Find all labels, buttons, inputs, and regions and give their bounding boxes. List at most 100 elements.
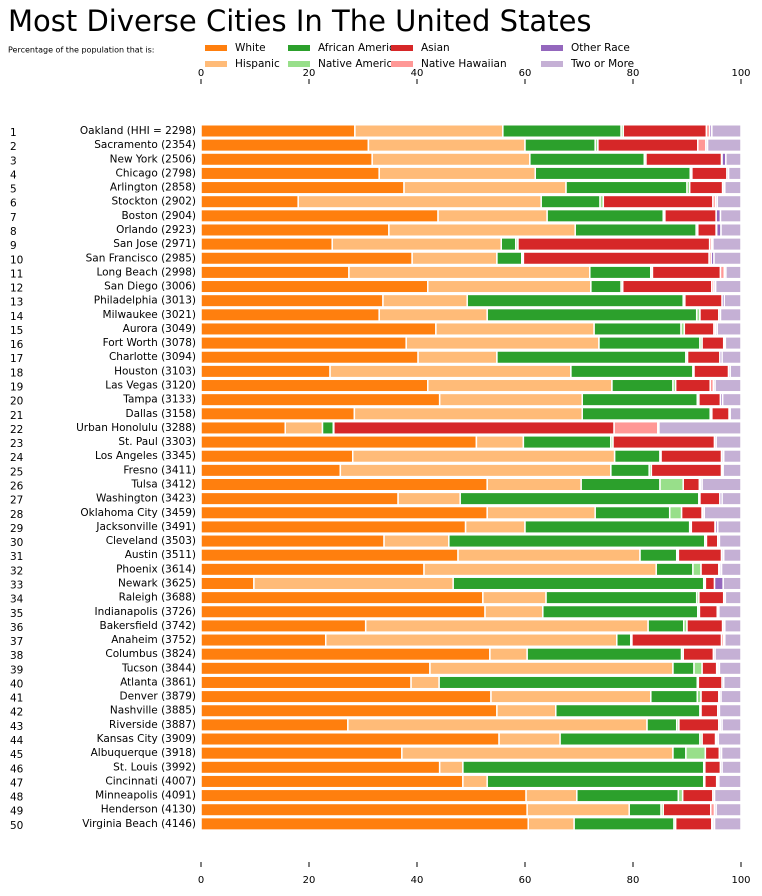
bar-segment	[200, 406, 356, 421]
y-tick-label: Orlando (2923)	[116, 224, 196, 236]
rank-label: 45	[10, 749, 23, 761]
bar-segment	[690, 519, 716, 534]
bar-segment	[496, 350, 687, 365]
bar-segment	[612, 435, 716, 450]
bar-segment	[464, 519, 526, 534]
rank-label: 24	[10, 452, 24, 464]
legend-label: Two or More	[570, 58, 634, 70]
bar-segment	[378, 307, 488, 322]
bar-segment	[647, 618, 685, 633]
rank-label: 9	[10, 240, 17, 252]
bar-segment	[565, 180, 688, 195]
bar-segment	[701, 732, 717, 747]
y-tick-label: Riverside (3887)	[109, 719, 196, 731]
bar-segment	[448, 534, 706, 549]
bar-segment	[686, 618, 724, 633]
bar-segment	[200, 604, 486, 619]
x-tick-label: 40	[411, 875, 424, 886]
bar-segment	[616, 633, 632, 648]
y-tick-label: Long Beach (2998)	[96, 266, 196, 278]
bar-segment	[723, 293, 742, 308]
rank-label: 37	[10, 636, 23, 648]
bar-segment	[437, 208, 548, 223]
bar-segment	[200, 378, 429, 393]
bar-segment	[724, 618, 742, 633]
rank-label: 34	[10, 594, 24, 606]
rank-label: 49	[10, 806, 23, 818]
bar-segment	[713, 816, 742, 831]
rank-label: 10	[10, 254, 23, 266]
y-tick-label: Atlanta (3861)	[120, 676, 196, 688]
bar-segment	[462, 760, 705, 775]
bar-segment	[339, 463, 612, 478]
legend-swatch	[391, 45, 413, 51]
bar-segment	[713, 576, 724, 591]
legend-swatch	[288, 61, 310, 67]
bar-segment	[200, 279, 429, 294]
bar-segment	[711, 406, 730, 421]
bar-segment	[486, 307, 698, 322]
bar-segment	[613, 420, 659, 435]
bar-segment	[721, 350, 742, 365]
bar-segment	[200, 816, 529, 831]
bar-segment	[200, 477, 488, 492]
bar-segment	[699, 307, 720, 322]
bar-segment	[522, 435, 612, 450]
bar-segment	[438, 392, 583, 407]
bar-segment	[700, 689, 720, 704]
bar-segment	[711, 124, 742, 138]
bar-segment	[410, 675, 440, 690]
y-tick-label: Columbus (3824)	[105, 648, 196, 660]
rank-label: 32	[10, 565, 23, 577]
bar-segment	[724, 180, 742, 195]
chart-subtitle: Percentage of the population that is:	[8, 46, 154, 55]
bar-segment	[724, 633, 742, 648]
bar-segment	[698, 590, 725, 605]
y-tick-label: Anaheim (3752)	[111, 634, 196, 646]
bar-segment	[353, 406, 583, 421]
rank-label: 18	[10, 367, 23, 379]
y-tick-label: Phoenix (3614)	[116, 563, 196, 575]
bar-segment	[611, 378, 674, 393]
y-tick-label: Chicago (2798)	[116, 167, 196, 179]
bar-segment	[700, 703, 719, 718]
y-tick-label: San Francisco (2985)	[86, 252, 196, 264]
bar-segment	[200, 265, 350, 280]
bar-segment	[200, 124, 356, 138]
chart-title: Most Diverse Cities In The United States	[8, 4, 592, 38]
y-tick-label: Minneapolis (4091)	[95, 790, 196, 802]
bar-segment	[524, 138, 596, 153]
bar-segment	[581, 406, 711, 421]
legend-label: Other Race	[571, 42, 630, 54]
bar-segment	[401, 746, 674, 761]
bar-segment	[580, 477, 661, 492]
bar-segment	[200, 321, 437, 336]
bar-segment	[364, 618, 649, 633]
y-tick-label: Milwaukee (3021)	[103, 309, 196, 321]
bar-segment	[722, 449, 742, 464]
bar-segment	[462, 774, 488, 789]
rank-label: 40	[10, 678, 23, 690]
legend-label: Native Hawaiian	[421, 58, 507, 70]
rank-label: 4	[10, 169, 17, 181]
bar-segment	[674, 378, 711, 393]
y-tick-label: Charlotte (3094)	[109, 351, 196, 363]
bar-segment	[200, 237, 333, 252]
y-tick-label: St. Louis (3992)	[113, 761, 196, 773]
bar-segment	[438, 675, 699, 690]
bar-segment	[724, 336, 742, 351]
bar-segment	[699, 491, 721, 506]
bar-segment	[718, 534, 742, 549]
y-tick-label: Washington (3423)	[96, 493, 196, 505]
y-tick-label: Fort Worth (3078)	[103, 337, 196, 349]
bar-segment	[200, 732, 500, 747]
bar-segment	[200, 491, 399, 506]
bar-segment	[704, 760, 722, 775]
bar-segment	[200, 703, 498, 718]
bar-segment	[698, 392, 722, 407]
bar-segment	[658, 420, 742, 435]
bar-segment	[502, 124, 622, 138]
rank-label: 42	[10, 707, 23, 719]
bar-segment	[524, 519, 691, 534]
y-tick-label: Tampa (3133)	[122, 394, 196, 406]
